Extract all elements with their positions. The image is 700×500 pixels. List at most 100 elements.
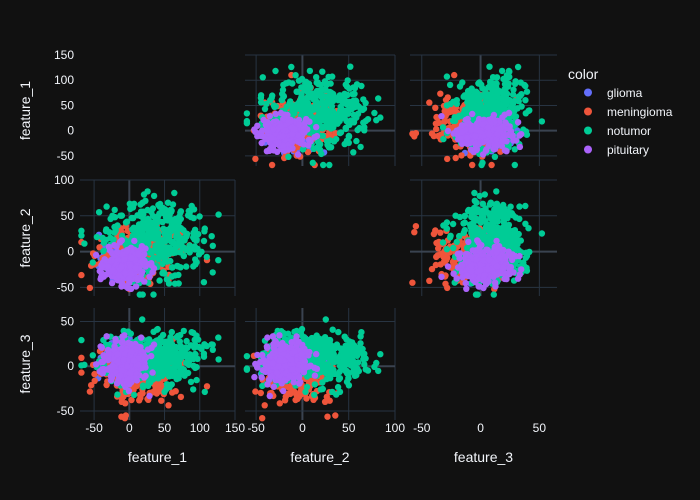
point-meningioma bbox=[435, 245, 442, 252]
point-notumor bbox=[259, 74, 266, 81]
point-notumor bbox=[326, 161, 333, 169]
point-pituitary bbox=[268, 134, 275, 142]
point-notumor bbox=[156, 210, 163, 217]
point-pituitary bbox=[477, 139, 484, 146]
point-meningioma bbox=[435, 119, 443, 127]
point-pituitary bbox=[444, 263, 452, 270]
point-meningioma bbox=[203, 383, 211, 390]
panel-feature_2-vs-feature_1[interactable] bbox=[78, 179, 236, 298]
point-notumor bbox=[263, 100, 270, 108]
point-notumor bbox=[156, 277, 163, 284]
point-pituitary bbox=[280, 142, 287, 149]
point-pituitary bbox=[97, 275, 104, 283]
point-notumor bbox=[203, 342, 210, 350]
point-notumor bbox=[478, 161, 485, 169]
point-notumor bbox=[501, 205, 508, 213]
point-notumor bbox=[163, 381, 171, 388]
point-notumor bbox=[139, 199, 146, 206]
point-notumor bbox=[160, 225, 167, 232]
point-notumor bbox=[272, 67, 279, 75]
point-meningioma bbox=[428, 130, 436, 137]
point-pituitary bbox=[458, 122, 466, 129]
panel-feature_3-vs-feature_1[interactable] bbox=[78, 308, 236, 422]
point-notumor bbox=[93, 233, 101, 241]
point-notumor bbox=[440, 222, 447, 229]
point-pituitary bbox=[105, 263, 112, 270]
point-notumor bbox=[203, 253, 210, 261]
panel-feature_2-vs-feature_3[interactable] bbox=[409, 179, 557, 298]
point-notumor bbox=[180, 244, 187, 251]
point-notumor bbox=[162, 210, 170, 217]
point-notumor bbox=[191, 236, 198, 243]
point-notumor bbox=[344, 77, 351, 84]
point-notumor bbox=[191, 353, 199, 361]
point-notumor bbox=[171, 189, 178, 197]
point-notumor bbox=[319, 68, 326, 75]
point-notumor bbox=[317, 111, 324, 119]
point-notumor bbox=[443, 102, 451, 109]
point-notumor bbox=[100, 247, 107, 255]
point-notumor bbox=[495, 229, 502, 236]
point-notumor bbox=[156, 340, 163, 347]
point-notumor bbox=[298, 84, 305, 91]
point-notumor bbox=[335, 110, 343, 117]
point-notumor bbox=[190, 386, 197, 393]
point-pituitary bbox=[509, 132, 516, 139]
point-notumor bbox=[168, 264, 176, 271]
point-notumor bbox=[339, 114, 347, 121]
point-meningioma bbox=[172, 388, 179, 395]
point-notumor bbox=[478, 232, 485, 239]
point-pituitary bbox=[277, 123, 285, 130]
point-notumor bbox=[522, 202, 529, 210]
point-meningioma bbox=[444, 284, 451, 292]
point-pituitary bbox=[259, 133, 267, 140]
point-meningioma bbox=[444, 155, 451, 163]
point-pituitary bbox=[269, 143, 277, 151]
point-notumor bbox=[346, 85, 353, 92]
point-pituitary bbox=[477, 266, 484, 274]
point-notumor bbox=[319, 92, 326, 99]
point-notumor bbox=[201, 388, 208, 396]
point-notumor bbox=[478, 211, 486, 218]
point-notumor bbox=[169, 353, 177, 360]
point-notumor bbox=[310, 145, 318, 152]
point-notumor bbox=[155, 229, 162, 237]
point-notumor bbox=[333, 135, 340, 143]
point-pituitary bbox=[493, 248, 500, 256]
panel-feature_1-vs-feature_2[interactable] bbox=[243, 54, 396, 169]
point-notumor bbox=[511, 146, 518, 153]
point-pituitary bbox=[484, 246, 491, 254]
point-notumor bbox=[190, 362, 197, 369]
panels-layer bbox=[78, 54, 557, 422]
point-notumor bbox=[187, 245, 195, 252]
point-notumor bbox=[327, 118, 335, 125]
point-notumor bbox=[164, 230, 172, 237]
point-notumor bbox=[347, 63, 354, 70]
point-pituitary bbox=[277, 109, 285, 117]
point-notumor bbox=[78, 336, 85, 344]
point-pituitary bbox=[289, 145, 296, 152]
point-pituitary bbox=[131, 237, 138, 245]
point-notumor bbox=[324, 123, 331, 131]
point-pituitary bbox=[498, 138, 506, 145]
point-notumor bbox=[538, 118, 546, 125]
point-notumor bbox=[353, 137, 360, 145]
point-notumor bbox=[323, 138, 331, 145]
point-notumor bbox=[511, 161, 518, 169]
panel-feature_1-vs-feature_3[interactable] bbox=[409, 54, 557, 169]
point-pituitary bbox=[475, 115, 483, 123]
point-notumor bbox=[327, 95, 334, 103]
point-meningioma bbox=[488, 161, 495, 169]
point-pituitary bbox=[506, 270, 513, 278]
series-pituitary-points bbox=[438, 109, 525, 158]
point-notumor bbox=[466, 92, 473, 100]
point-pituitary bbox=[453, 275, 460, 282]
point-notumor bbox=[78, 232, 85, 239]
point-notumor bbox=[439, 239, 447, 246]
point-notumor bbox=[468, 213, 475, 221]
point-notumor bbox=[461, 212, 469, 220]
point-notumor bbox=[351, 90, 358, 98]
point-notumor bbox=[107, 215, 114, 223]
point-notumor bbox=[261, 105, 269, 113]
